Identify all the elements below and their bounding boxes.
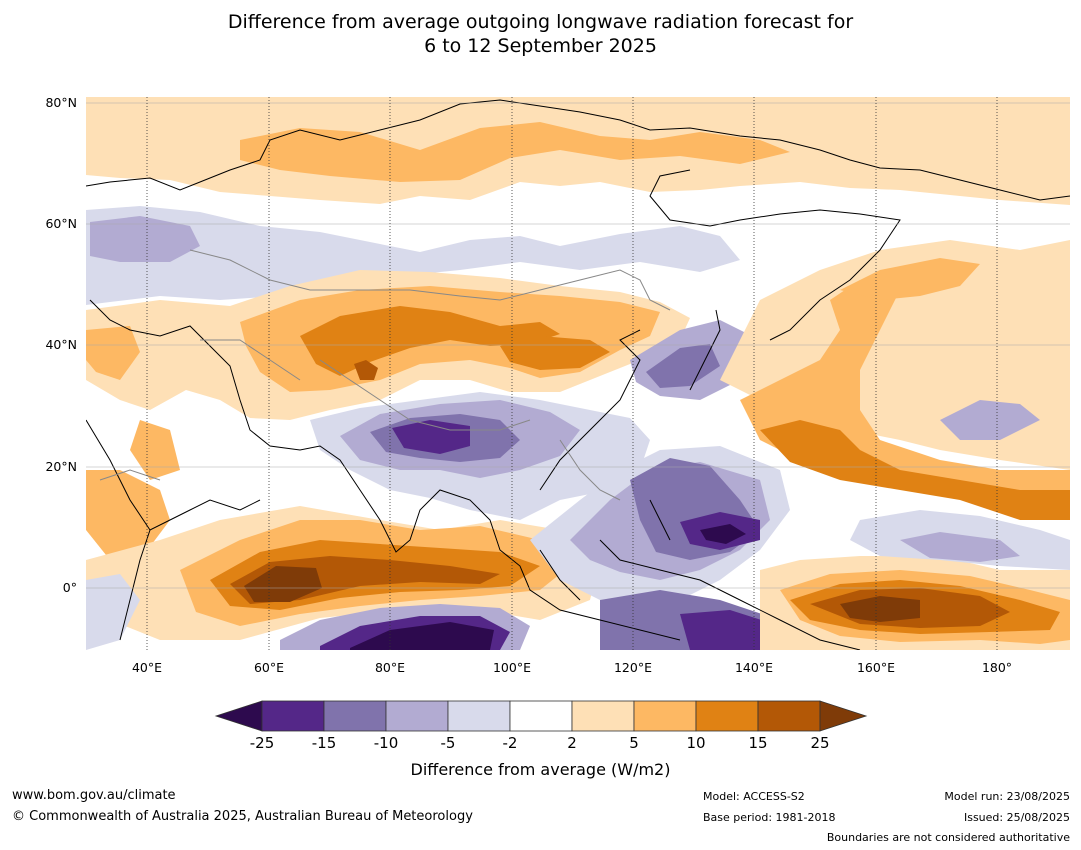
lat-label: 80°N	[45, 95, 77, 110]
colorbar-label: Difference from average (W/m2)	[410, 760, 671, 779]
anomaly-region-eastern-europe-moderate	[90, 216, 200, 262]
colorbar-tick: -2	[503, 734, 518, 752]
lon-label: 160°E	[857, 660, 895, 675]
anomaly-region-indian-ocean-extreme	[244, 566, 322, 602]
colorbar-bin	[261, 700, 325, 732]
latitude-gridlines	[86, 102, 1070, 589]
colorbar-tick: -10	[374, 734, 399, 752]
longitude-labels: 40°E 60°E 80°E 100°E 120°E 140°E 160°E 1…	[132, 660, 1012, 675]
colorbar-bin	[633, 700, 697, 732]
coastlines	[86, 99, 1070, 650]
title-line-1: Difference from average outgoing longwav…	[227, 11, 854, 33]
colorbar-bin	[571, 700, 635, 732]
footer-url[interactable]: www.bom.gov.au/climate	[12, 788, 176, 803]
anomaly-region-mongolia-strong	[500, 336, 610, 370]
anomaly-region-africa-negative	[86, 574, 140, 650]
colorbar-tick: 15	[748, 734, 767, 752]
footer-model: Model: ACCESS-S2	[703, 790, 805, 803]
lon-label: 120°E	[614, 660, 652, 675]
lon-label: 80°E	[375, 660, 405, 675]
anomaly-region-himalaya-very-strong	[392, 420, 470, 454]
colorbar-tick: 25	[810, 734, 829, 752]
lon-label: 40°E	[132, 660, 162, 675]
anomaly-region-tibet-strong	[354, 360, 378, 380]
colorbar-tick: -15	[312, 734, 337, 752]
lon-label: 100°E	[493, 660, 531, 675]
lon-label: 140°E	[735, 660, 773, 675]
anomaly-region-siberia-moderate	[240, 122, 790, 182]
latitude-labels: 80°N 60°N 40°N 20°N 0°	[45, 95, 77, 595]
footer-base-period: Base period: 1981-2018	[703, 811, 836, 824]
anomaly-region-south-indian-ocean-extreme	[350, 622, 494, 650]
anomaly-region-north-pacific-strong	[760, 420, 1070, 520]
lon-label: 180°	[982, 660, 1012, 675]
anomaly-region-eurasia-negative	[86, 206, 740, 305]
anomaly-region-japan-strong	[646, 344, 720, 388]
colorbar-tick: -5	[441, 734, 456, 752]
country-borders	[99, 249, 671, 501]
footer-disclaimer: Boundaries are not considered authoritat…	[826, 831, 1070, 844]
colorbar-bin	[385, 700, 449, 732]
anomaly-region-kamchatka-positive	[840, 258, 980, 300]
anomaly-region-central-pacific-moderate	[900, 532, 1020, 562]
anomaly-region-north-pacific-small-negative	[940, 400, 1040, 440]
anomaly-region-maritime-extreme	[700, 524, 746, 544]
lon-label: 60°E	[254, 660, 284, 675]
colorbar-tick: -25	[250, 734, 275, 752]
footer-copyright: © Commonwealth of Australia 2025, Austra…	[12, 809, 473, 824]
colorbar-tick: 10	[686, 734, 705, 752]
colorbar-tick: 5	[629, 734, 639, 752]
anomaly-region-middle-east	[86, 326, 140, 380]
anomaly-region-equatorial-pacific-extreme	[840, 596, 920, 622]
colorbar-bin	[447, 700, 511, 732]
anomaly-region-china-strong	[300, 306, 560, 376]
lat-label: 0°	[63, 580, 77, 595]
colorbar-extend-low	[214, 700, 263, 732]
colorbar: -25 -15 -10 -5 -2 2 5 10 15 25	[214, 700, 868, 752]
colorbar-tick: 2	[567, 734, 577, 752]
lat-label: 40°N	[45, 337, 77, 352]
anomaly-region-arabia	[86, 470, 170, 560]
lat-label: 20°N	[45, 459, 77, 474]
colorbar-bin	[695, 700, 759, 732]
longitude-gridlines	[146, 97, 998, 650]
colorbar-bin	[757, 700, 821, 732]
colorbar-bin	[323, 700, 387, 732]
footer-issued: Issued: 25/08/2025	[963, 811, 1070, 824]
title-line-2: 6 to 12 September 2025	[424, 35, 657, 57]
anomaly-region-arabia-south	[130, 420, 180, 480]
footer-model-run: Model run: 23/08/2025	[944, 790, 1070, 803]
anomaly-field	[86, 97, 1070, 650]
chart-title: Difference from average outgoing longwav…	[0, 10, 1081, 58]
colorbar-bin	[509, 700, 573, 732]
lat-label: 60°N	[45, 216, 77, 231]
colorbar-extend-high	[819, 700, 868, 732]
